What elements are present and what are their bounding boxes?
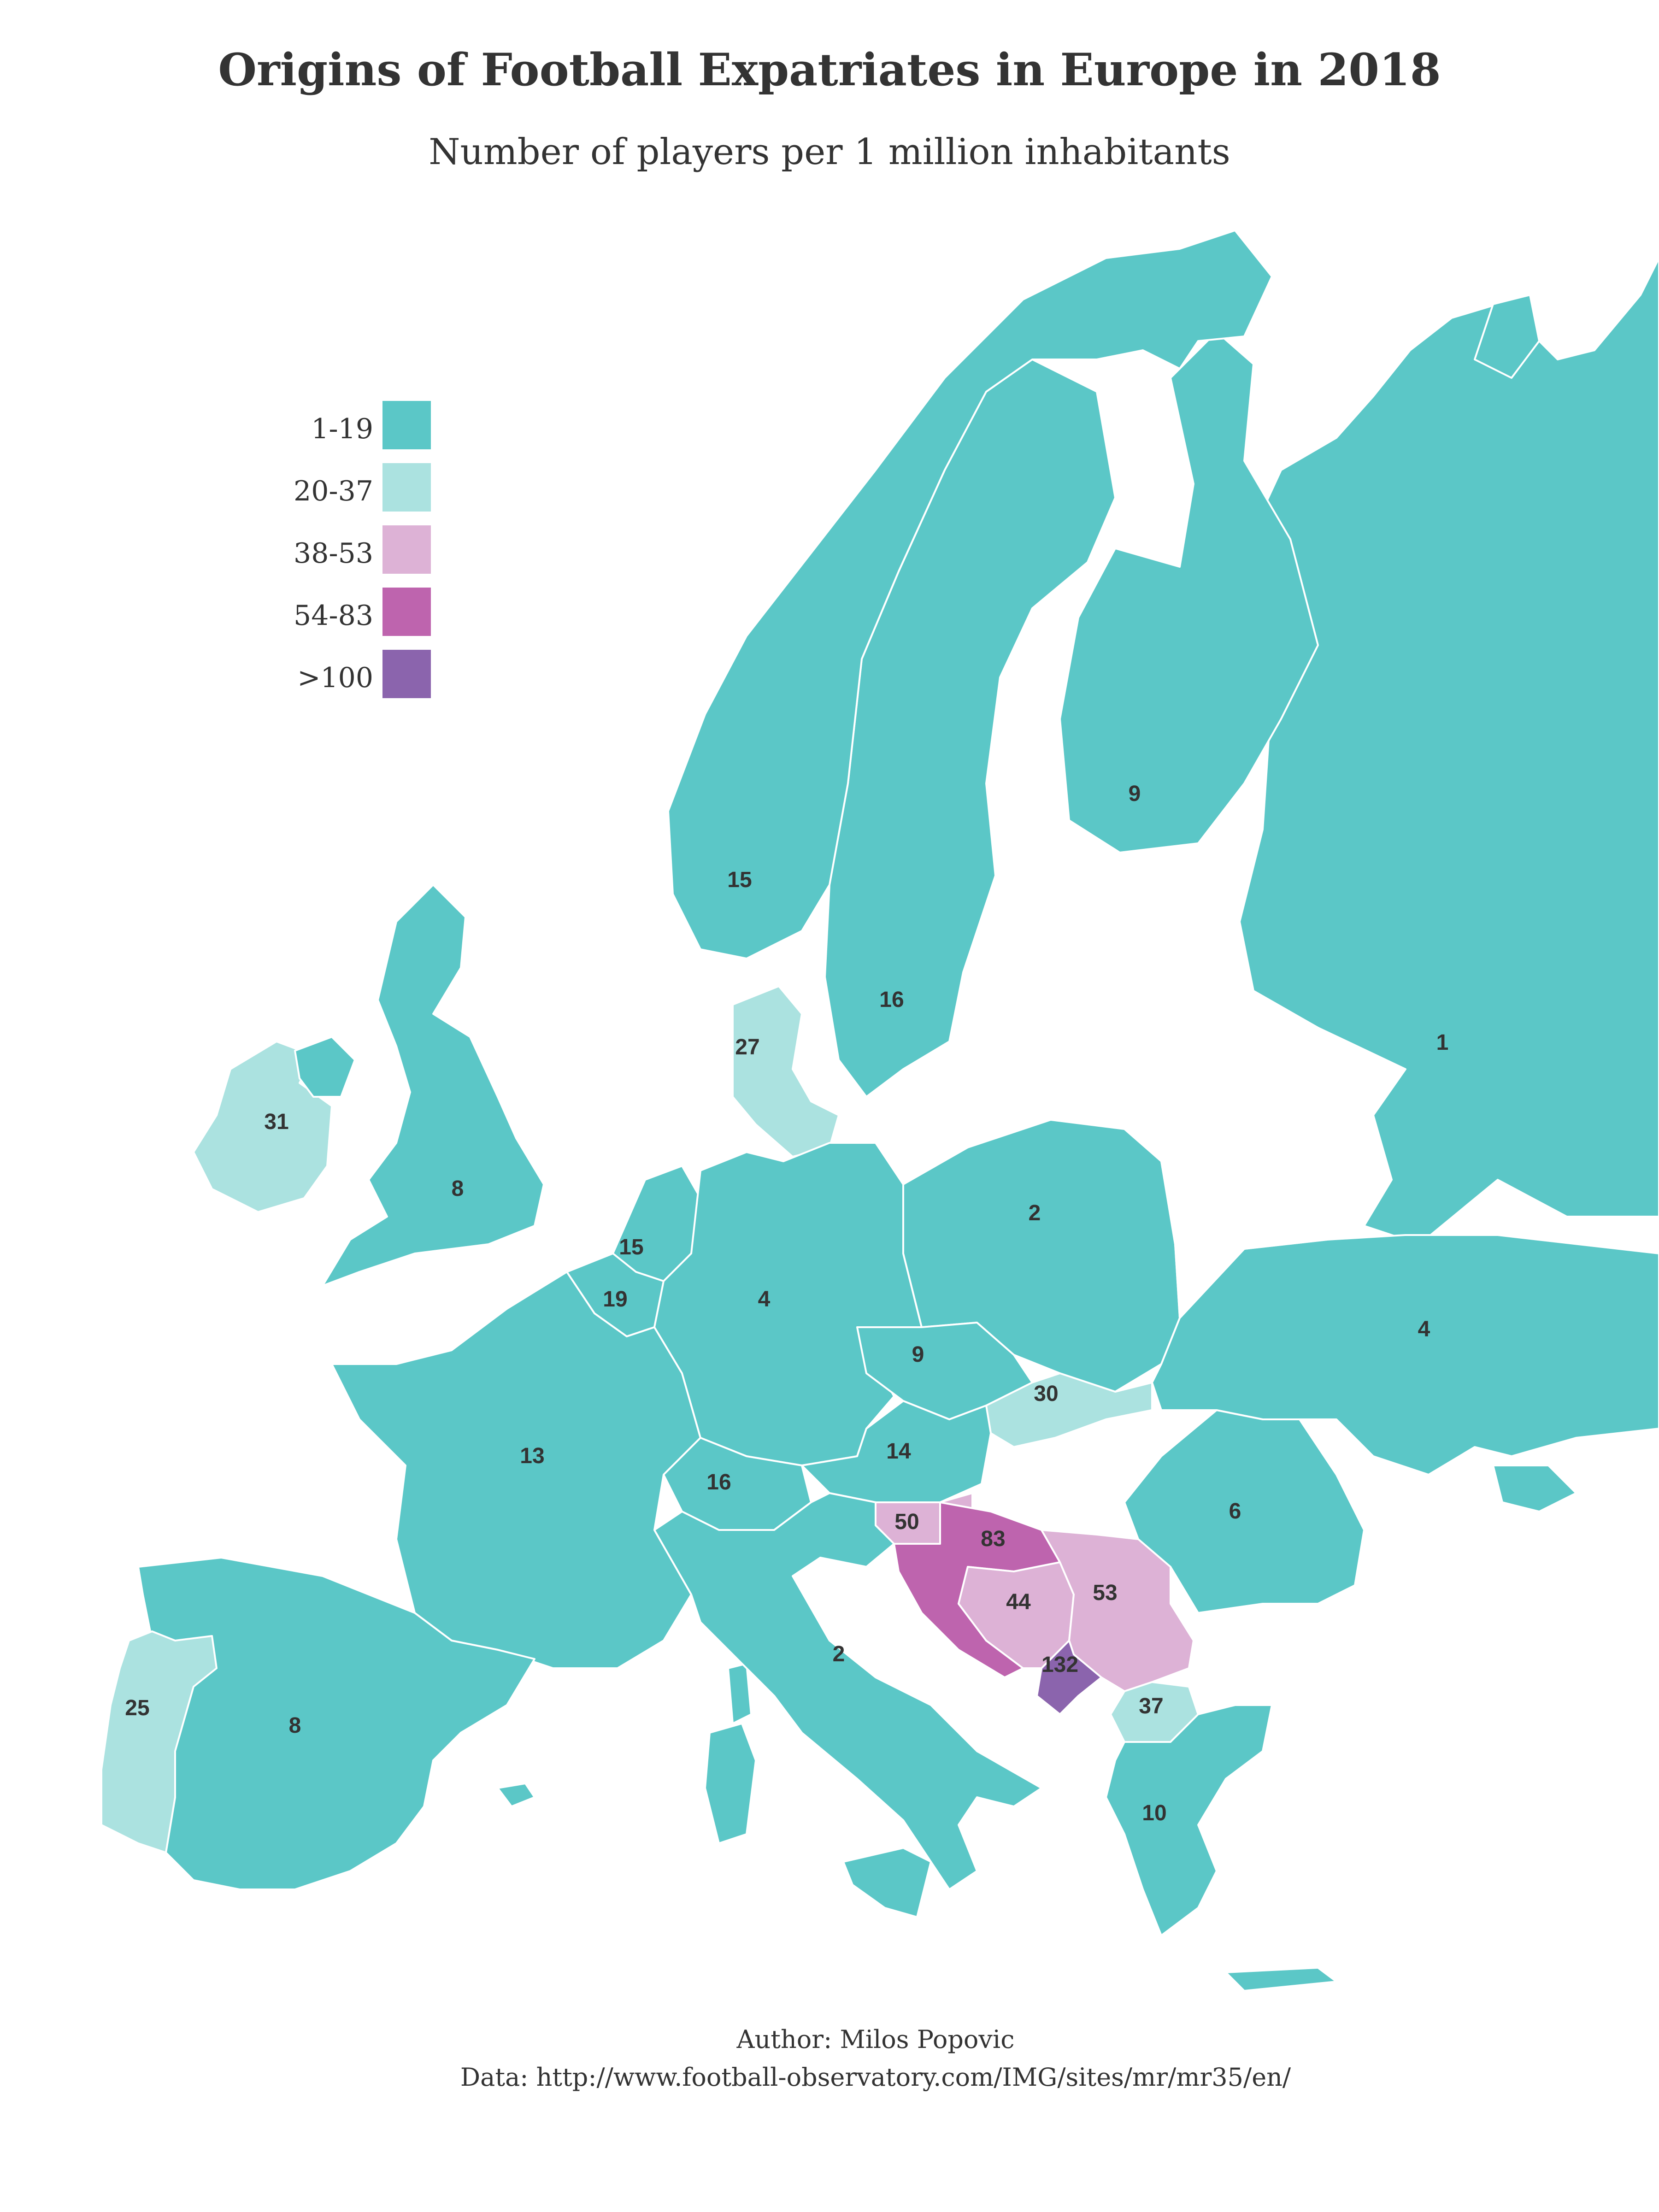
label-serbia: 53 <box>1093 1581 1117 1605</box>
label-uk: 8 <box>452 1177 464 1201</box>
label-austria: 14 <box>886 1439 911 1464</box>
label-romania: 6 <box>1229 1499 1241 1524</box>
label-russia: 1 <box>1436 1030 1449 1055</box>
label-portugal: 25 <box>125 1696 149 1720</box>
country-portugal[interactable] <box>100 1630 218 1853</box>
country-italy-sicily[interactable] <box>842 1847 932 1918</box>
label-czech: 9 <box>912 1342 924 1367</box>
label-greece: 10 <box>1142 1801 1166 1825</box>
label-ireland: 31 <box>264 1110 288 1134</box>
legend-label: 38-53 <box>294 537 373 570</box>
caption: Author: Milos Popovic Data: http://www.f… <box>0 2021 1659 2096</box>
legend-swatch <box>382 525 431 574</box>
europe-map: 15 16 9 1 27 31 8 15 19 4 2 4 9 30 14 16… <box>100 229 1659 1992</box>
legend-label: 20-37 <box>294 475 373 507</box>
country-finland[interactable] <box>1059 331 1319 853</box>
label-sweden: 16 <box>879 988 904 1012</box>
country-greece[interactable] <box>1105 1704 1273 1936</box>
label-ukraine: 4 <box>1418 1317 1430 1341</box>
label-finland: 9 <box>1129 782 1141 806</box>
country-italy[interactable] <box>653 1492 1042 1890</box>
country-romania[interactable] <box>1124 1409 1365 1614</box>
label-bosnia: 44 <box>1006 1590 1031 1614</box>
label-italy: 2 <box>833 1642 845 1666</box>
label-switzerland: 16 <box>706 1470 731 1494</box>
country-albania <box>1059 1677 1125 1789</box>
label-slovenia: 50 <box>894 1510 919 1534</box>
label-north-macedonia: 37 <box>1139 1694 1163 1718</box>
country-spain-balearic[interactable] <box>497 1783 535 1807</box>
legend-item-3: 38-53 <box>258 525 442 576</box>
label-slovakia: 30 <box>1034 1382 1058 1406</box>
label-croatia: 83 <box>981 1527 1005 1551</box>
country-uk-ni[interactable] <box>294 1036 356 1098</box>
country-denmark[interactable] <box>732 985 840 1158</box>
country-uk[interactable] <box>322 884 545 1287</box>
legend: 1-19 20-37 38-53 54-83 >100 <box>258 401 442 705</box>
country-greece-crete[interactable] <box>1225 1967 1337 1992</box>
label-montenegro: 132 <box>1041 1653 1078 1677</box>
label-germany: 4 <box>758 1287 771 1312</box>
caption-author: Author: Milos Popovic <box>736 2025 1015 2054</box>
label-denmark: 27 <box>735 1035 759 1059</box>
country-germany[interactable] <box>653 1142 923 1466</box>
country-russia-north[interactable] <box>1474 294 1540 379</box>
legend-item-2: 20-37 <box>258 463 442 514</box>
country-italy-sardinia[interactable] <box>704 1723 757 1844</box>
label-spain: 8 <box>289 1713 301 1738</box>
country-france-corsica[interactable] <box>727 1663 752 1724</box>
legend-swatch <box>382 588 431 636</box>
country-bulgaria <box>1188 1603 1356 1715</box>
legend-swatch <box>382 650 431 698</box>
legend-swatch <box>382 401 431 449</box>
country-ukraine-crimea[interactable] <box>1492 1465 1577 1512</box>
region-baltics-belarus <box>1160 1027 1393 1319</box>
label-poland: 2 <box>1029 1201 1041 1225</box>
legend-item-4: 54-83 <box>258 588 442 638</box>
country-norway[interactable] <box>667 229 1273 959</box>
label-france: 13 <box>520 1444 544 1468</box>
legend-label: >100 <box>297 662 373 694</box>
map-title: Origins of Football Expatriates in Europ… <box>218 44 1441 96</box>
country-ukraine[interactable] <box>1151 1234 1659 1476</box>
legend-label: 1-19 <box>311 413 373 445</box>
legend-item-5: >100 <box>258 650 442 700</box>
legend-label: 54-83 <box>294 600 373 632</box>
map-subtitle: Number of players per 1 million inhabita… <box>429 131 1230 173</box>
legend-item-1: 1-19 <box>258 401 442 452</box>
caption-source: Data: http://www.football-observatory.co… <box>460 2063 1291 2092</box>
label-belgium: 19 <box>603 1287 627 1312</box>
label-norway: 15 <box>727 868 752 892</box>
legend-swatch <box>382 463 431 512</box>
label-netherlands: 15 <box>619 1235 643 1259</box>
